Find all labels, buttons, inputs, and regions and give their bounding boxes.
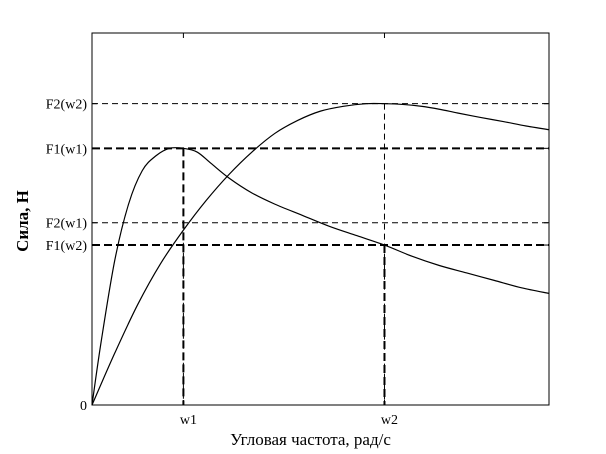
y-tick-label-4: F2(w2)	[46, 98, 88, 113]
tick-labels: 0 F1(w2) F2(w1) F1(w1) F2(w2) w1 w2	[46, 98, 398, 428]
x-tick-label-1: w2	[381, 413, 398, 428]
y-tick-label-0: 0	[80, 399, 87, 414]
y-tick-label-1: F1(w2)	[46, 239, 88, 254]
plot-frame	[91, 32, 550, 406]
x-axis-title: Угловая частота, рад/с	[230, 430, 391, 449]
y-tick-label-3: F1(w1)	[46, 142, 88, 157]
series-lines	[91, 102, 550, 406]
y-tick-label-2: F2(w1)	[46, 217, 88, 232]
guide-lines	[92, 103, 549, 405]
x-tick-label-0: w1	[180, 413, 197, 428]
series-line-0	[91, 147, 550, 406]
axis-ticks	[92, 33, 549, 406]
series-line-1	[91, 102, 550, 406]
y-axis-title: Сила, Н	[13, 190, 32, 252]
